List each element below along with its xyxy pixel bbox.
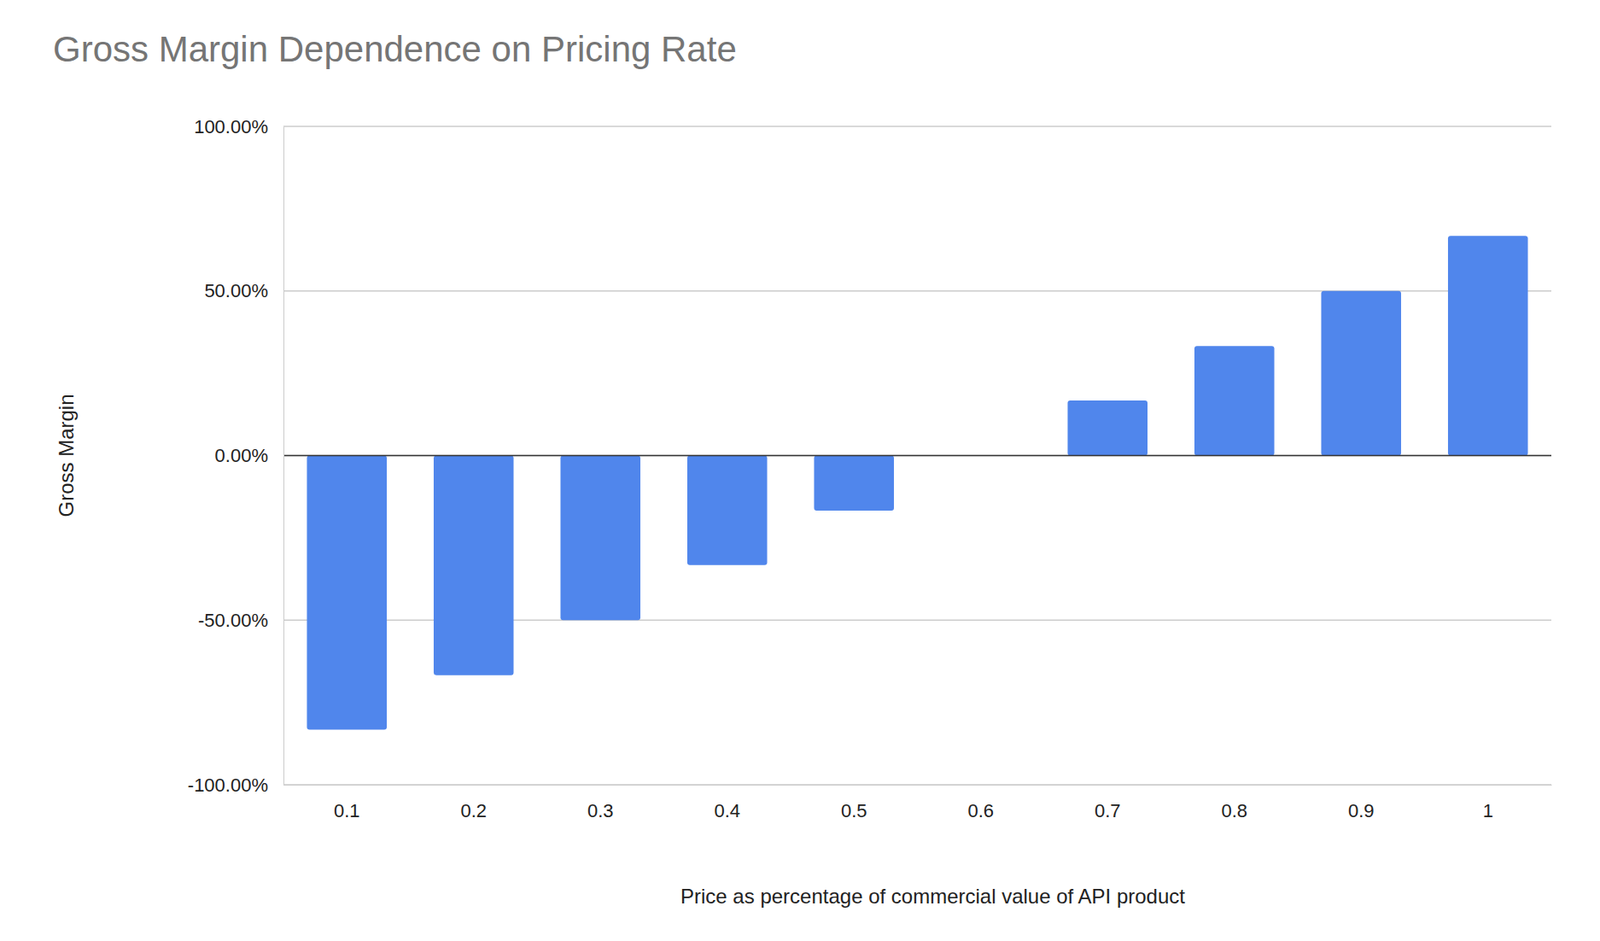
x-tick-label: 0.7 [1094, 800, 1122, 822]
y-tick: -50.00% [198, 609, 284, 631]
y-tick-label: -100.00% [187, 774, 269, 796]
grid-line [283, 455, 1552, 457]
x-tick-label: 0.9 [1348, 800, 1375, 822]
x-tick: 0.9 [1348, 784, 1375, 822]
bar [1320, 291, 1402, 456]
y-tick-label: 50.00% [204, 280, 269, 302]
bar [1067, 400, 1148, 456]
zero-line [283, 455, 1552, 457]
grid-line [283, 125, 1552, 128]
y-tick: 0.00% [215, 444, 284, 467]
x-tick-label: 0.1 [333, 800, 361, 822]
y-axis-title: Gross Margin [54, 393, 78, 517]
bar [433, 455, 514, 676]
x-tick: 0.4 [713, 784, 741, 822]
y-tick-label: 0.00% [215, 444, 269, 467]
y-tick-label: -50.00% [198, 609, 269, 631]
x-tick-label: 0.2 [460, 800, 487, 822]
x-tick: 0.6 [967, 784, 994, 822]
x-tick: 0.7 [1094, 784, 1122, 822]
grid [283, 126, 1552, 785]
bars [306, 235, 1528, 730]
x-tick-label: 0.4 [713, 800, 741, 822]
x-tick-label: 0.5 [840, 800, 868, 822]
x-tick: 0.5 [840, 784, 868, 822]
grid-line [283, 783, 1552, 786]
bar [813, 455, 894, 511]
y-tick: 50.00% [204, 280, 284, 302]
bar [1448, 235, 1529, 456]
y-tick: 100.00% [193, 116, 284, 138]
x-axis-title: Price as percentage of commercial value … [680, 884, 1186, 908]
title: Gross Margin Dependence on Pricing Rate [52, 29, 737, 70]
x-tick-label: 0.6 [967, 800, 994, 822]
x-tick-label: 0.8 [1220, 800, 1248, 822]
chart: -100.00%-50.00%0.00%50.00%100.00%0.10.20… [0, 0, 1600, 941]
x-tick: 1 [1483, 784, 1494, 822]
x-axis-line [284, 784, 1553, 786]
bar [560, 455, 641, 621]
x-tick: 0.8 [1220, 784, 1248, 822]
y-tick-label: 100.00% [193, 116, 269, 138]
x-tick-label: 0.3 [587, 800, 614, 822]
bar [1194, 345, 1275, 456]
x-tick-label: 1 [1483, 800, 1494, 822]
x-tick: 0.3 [587, 784, 614, 822]
bar [306, 455, 387, 730]
y-axis: -100.00% -50.00% 0.00% 50.00% 100.00% [187, 116, 285, 796]
y-tick: -100.00% [187, 774, 284, 796]
bar [687, 455, 768, 566]
x-axis: 0.1 0.2 0.3 0.4 0.5 0.6 0.7 0.8 0.9 1 [284, 784, 1553, 822]
x-tick: 0.1 [333, 784, 361, 822]
y-axis-line [283, 127, 285, 786]
x-tick: 0.2 [460, 784, 487, 822]
